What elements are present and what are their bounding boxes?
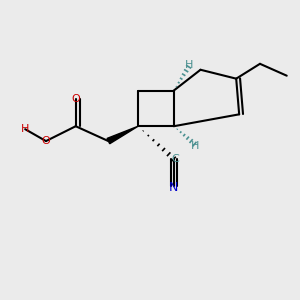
Text: C: C — [171, 154, 179, 164]
Text: H: H — [184, 60, 193, 70]
Polygon shape — [107, 126, 138, 144]
Text: O: O — [42, 136, 50, 146]
Text: N: N — [169, 181, 178, 194]
Text: H: H — [21, 124, 29, 134]
Text: H: H — [190, 140, 199, 151]
Text: O: O — [71, 94, 80, 104]
